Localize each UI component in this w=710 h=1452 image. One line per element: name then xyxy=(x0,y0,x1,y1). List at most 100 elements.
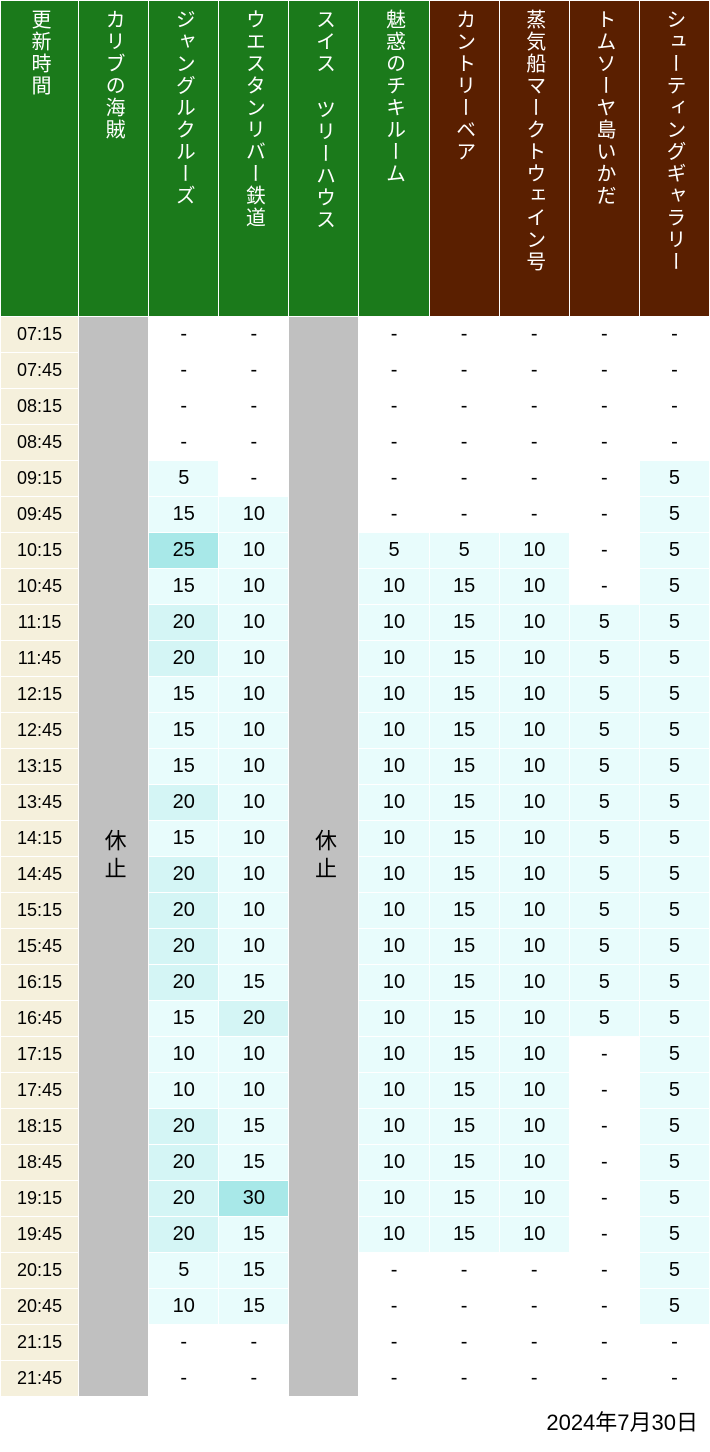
wait-cell: 5 xyxy=(639,713,709,749)
wait-cell: - xyxy=(639,1325,709,1361)
time-cell: 12:15 xyxy=(1,677,79,713)
wait-cell: - xyxy=(429,461,499,497)
wait-time-table-container: 更新時間 カリブの海賊ジャングルクルーズウエスタンリバー鉄道スイス ツリーハウス… xyxy=(0,0,710,1445)
time-cell: 15:45 xyxy=(1,929,79,965)
wait-cell: - xyxy=(429,1253,499,1289)
wait-cell: 10 xyxy=(359,785,429,821)
wait-cell: 10 xyxy=(359,1109,429,1145)
time-cell: 17:45 xyxy=(1,1073,79,1109)
wait-cell: - xyxy=(219,353,289,389)
wait-cell: - xyxy=(219,389,289,425)
wait-cell: 10 xyxy=(499,1145,569,1181)
wait-cell: 5 xyxy=(359,533,429,569)
wait-cell: 10 xyxy=(149,1073,219,1109)
wait-cell: 5 xyxy=(639,929,709,965)
wait-cell: - xyxy=(429,1361,499,1397)
time-cell: 20:15 xyxy=(1,1253,79,1289)
attraction-name: カリブの海賊 xyxy=(99,9,128,141)
wait-cell: 10 xyxy=(499,965,569,1001)
time-cell: 18:45 xyxy=(1,1145,79,1181)
wait-cell: 10 xyxy=(359,1181,429,1217)
wait-cell: - xyxy=(359,1361,429,1397)
wait-cell: 20 xyxy=(149,1181,219,1217)
wait-cell: 25 xyxy=(149,533,219,569)
wait-cell: 5 xyxy=(639,569,709,605)
time-cell: 16:15 xyxy=(1,965,79,1001)
wait-cell: 10 xyxy=(359,929,429,965)
time-header-label: 更新時間 xyxy=(25,9,54,97)
wait-cell: - xyxy=(569,461,639,497)
wait-cell: - xyxy=(569,1217,639,1253)
wait-cell: 15 xyxy=(429,857,499,893)
attraction-header-8: シューティングギャラリー xyxy=(639,1,709,317)
wait-cell: 10 xyxy=(359,713,429,749)
wait-cell: 20 xyxy=(149,641,219,677)
wait-cell: - xyxy=(219,425,289,461)
wait-cell: 5 xyxy=(639,605,709,641)
time-cell: 14:15 xyxy=(1,821,79,857)
wait-cell: - xyxy=(429,1289,499,1325)
wait-cell: - xyxy=(569,353,639,389)
wait-cell: 20 xyxy=(149,605,219,641)
wait-cell: 15 xyxy=(149,1001,219,1037)
attraction-name: シューティングギャラリー xyxy=(660,9,689,273)
wait-cell: 10 xyxy=(359,1037,429,1073)
time-cell: 09:15 xyxy=(1,461,79,497)
wait-cell: 10 xyxy=(359,965,429,1001)
wait-cell: 10 xyxy=(499,1181,569,1217)
attraction-header-7: トムソーヤ島いかだ xyxy=(569,1,639,317)
wait-cell: 15 xyxy=(149,713,219,749)
wait-cell: - xyxy=(429,497,499,533)
attraction-header-6: 蒸気船マークトウェイン号 xyxy=(499,1,569,317)
wait-cell: 5 xyxy=(639,1109,709,1145)
time-cell: 07:45 xyxy=(1,353,79,389)
wait-cell: - xyxy=(569,1181,639,1217)
wait-cell: 10 xyxy=(499,713,569,749)
wait-cell: 10 xyxy=(499,929,569,965)
wait-cell: 5 xyxy=(569,749,639,785)
wait-cell: 20 xyxy=(149,857,219,893)
wait-cell: 15 xyxy=(219,1289,289,1325)
wait-cell: 15 xyxy=(149,569,219,605)
wait-cell: - xyxy=(429,1325,499,1361)
wait-cell: 10 xyxy=(499,677,569,713)
wait-cell: 5 xyxy=(569,605,639,641)
attraction-header-1: ジャングルクルーズ xyxy=(149,1,219,317)
time-cell: 19:15 xyxy=(1,1181,79,1217)
wait-cell: 15 xyxy=(429,1217,499,1253)
wait-cell: - xyxy=(639,1361,709,1397)
time-cell: 11:15 xyxy=(1,605,79,641)
wait-cell: 10 xyxy=(499,1109,569,1145)
wait-cell: 15 xyxy=(429,1073,499,1109)
wait-cell: 10 xyxy=(219,1037,289,1073)
wait-cell: 10 xyxy=(499,641,569,677)
wait-cell: 15 xyxy=(219,965,289,1001)
wait-cell: 5 xyxy=(149,1253,219,1289)
wait-cell: - xyxy=(499,1253,569,1289)
wait-cell: - xyxy=(429,353,499,389)
time-header: 更新時間 xyxy=(1,1,79,317)
wait-cell: 10 xyxy=(219,605,289,641)
wait-cell: - xyxy=(569,1109,639,1145)
wait-cell: 10 xyxy=(499,605,569,641)
wait-time-table: 更新時間 カリブの海賊ジャングルクルーズウエスタンリバー鉄道スイス ツリーハウス… xyxy=(0,0,710,1397)
wait-cell: - xyxy=(569,1325,639,1361)
wait-cell: 10 xyxy=(219,821,289,857)
wait-cell: - xyxy=(429,389,499,425)
wait-cell: - xyxy=(429,317,499,353)
time-cell: 10:15 xyxy=(1,533,79,569)
wait-cell: - xyxy=(569,1037,639,1073)
wait-cell: 10 xyxy=(359,677,429,713)
time-cell: 08:15 xyxy=(1,389,79,425)
wait-cell: 10 xyxy=(219,713,289,749)
wait-cell: 20 xyxy=(219,1001,289,1037)
wait-cell: 10 xyxy=(499,533,569,569)
wait-cell: 10 xyxy=(149,1037,219,1073)
time-cell: 09:45 xyxy=(1,497,79,533)
wait-cell: 5 xyxy=(639,461,709,497)
wait-cell: - xyxy=(359,461,429,497)
wait-cell: - xyxy=(569,317,639,353)
wait-cell: 10 xyxy=(219,749,289,785)
wait-cell: 5 xyxy=(569,929,639,965)
wait-cell: - xyxy=(359,389,429,425)
